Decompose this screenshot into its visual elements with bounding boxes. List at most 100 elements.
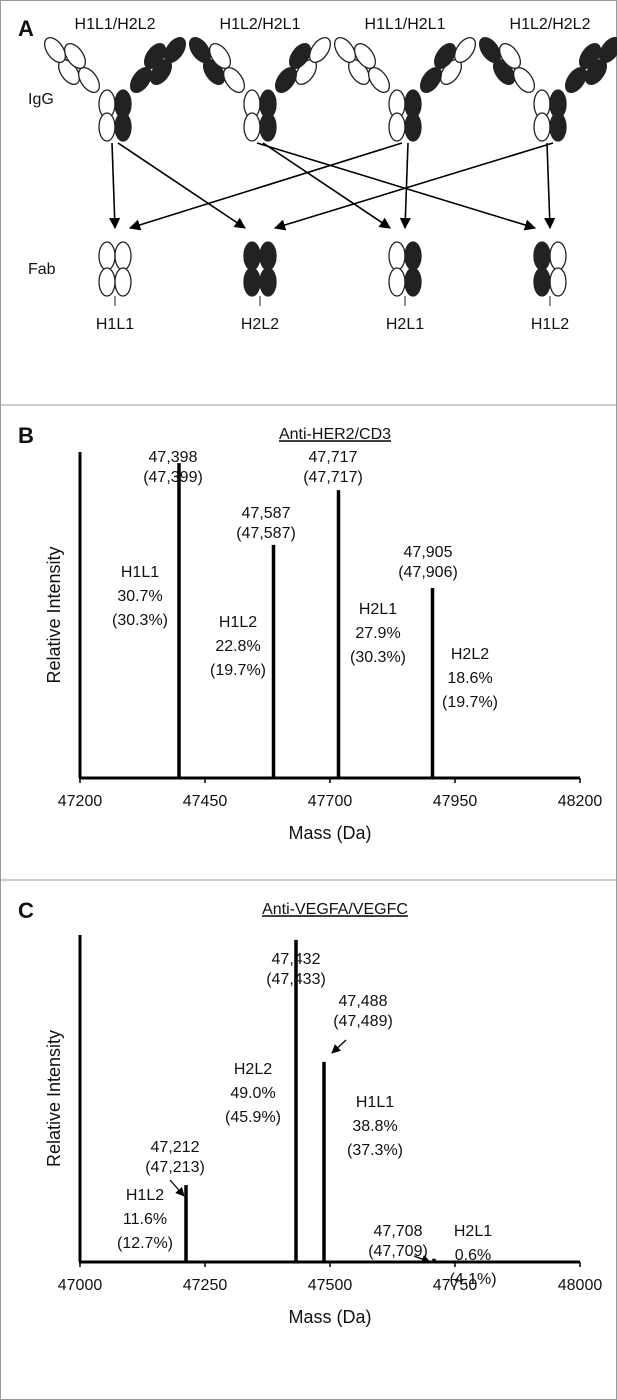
light-chain [243, 241, 261, 271]
peak-observed-pct: 30.7% [117, 588, 162, 605]
heavy-chain [353, 42, 377, 70]
peak-expected-mass: (47,906) [398, 564, 458, 581]
fab-name: H2L2 [241, 316, 279, 333]
heavy-chain [63, 42, 87, 70]
x-tick-label: 48000 [558, 1277, 603, 1294]
panel-label: B [18, 423, 34, 448]
peak-name: H1L2 [219, 614, 257, 631]
light-chain [243, 267, 261, 297]
heavy-chain [243, 112, 261, 142]
peak-expected-mass: (47,587) [236, 525, 296, 542]
x-tick-label: 47200 [58, 793, 103, 810]
heavy-chain [533, 112, 551, 142]
fab-label: Fab [28, 261, 56, 278]
x-tick-label: 47750 [433, 1277, 478, 1294]
fab-name: H1L2 [531, 316, 569, 333]
x-tick-label: 47950 [433, 793, 478, 810]
peak-mass: 47,717 [309, 449, 358, 466]
x-tick-label: 47250 [183, 1277, 228, 1294]
light-chain [453, 36, 477, 64]
igg-name: H1L2/H2L1 [220, 16, 301, 33]
arrow [109, 142, 121, 230]
heavy-chain [404, 241, 422, 271]
annotation-arrow [413, 1254, 431, 1264]
fab-name: H2L1 [386, 316, 424, 333]
heavy-chain [288, 42, 312, 70]
light-chain [533, 267, 551, 297]
fab-name: H1L1 [96, 316, 134, 333]
peak-expected-pct: (30.3%) [350, 649, 406, 666]
peak-expected-mass: (47,489) [333, 1013, 393, 1030]
light-chain [43, 36, 67, 64]
heavy-chain [549, 112, 567, 142]
x-tick-label: 47000 [58, 1277, 103, 1294]
panel-label: A [18, 16, 34, 41]
peak-name: H1L1 [121, 564, 159, 581]
panel-label: C [18, 898, 34, 923]
peak-expected-mass: (47,717) [303, 469, 363, 486]
arrow [262, 142, 391, 229]
peak-mass: 47,905 [404, 544, 453, 561]
igg-name: H1L1/H2L2 [75, 16, 156, 33]
heavy-chain [404, 267, 422, 297]
igg-name: H1L1/H2L1 [365, 16, 446, 33]
light-chain [388, 267, 406, 297]
heavy-chain [114, 267, 132, 297]
x-tick-label: 47450 [183, 793, 228, 810]
annotation-arrow [169, 1179, 185, 1197]
peak-expected-mass: (47,213) [145, 1159, 205, 1176]
peak-mass: 47,708 [374, 1223, 423, 1240]
peak-observed-pct: 27.9% [355, 625, 400, 642]
x-tick-label: 48200 [558, 793, 603, 810]
peak-name: H1L2 [126, 1187, 164, 1204]
peak-expected-mass: (47,399) [143, 469, 203, 486]
peak-name: H2L1 [454, 1223, 492, 1240]
heavy-chain [404, 112, 422, 142]
annotation-arrow [331, 1039, 347, 1054]
peak-mass: 47,488 [339, 993, 388, 1010]
heavy-chain [114, 241, 132, 271]
x-axis-label: Mass (Da) [288, 1307, 371, 1327]
y-axis-label: Relative Intensity [44, 1030, 64, 1167]
arrow [256, 142, 537, 231]
arrow [399, 142, 411, 230]
heavy-chain [549, 241, 567, 271]
light-chain [308, 36, 332, 64]
peak-name: H2L2 [234, 1061, 272, 1078]
heavy-chain [498, 42, 522, 70]
heavy-chain [98, 112, 116, 142]
arrow [273, 142, 554, 231]
peak-expected-pct: (45.9%) [225, 1109, 281, 1126]
heavy-chain [259, 112, 277, 142]
heavy-chain [114, 112, 132, 142]
igg-label: IgG [28, 91, 54, 108]
x-axis-label: Mass (Da) [288, 823, 371, 843]
peak-mass: 47,212 [151, 1139, 200, 1156]
heavy-chain [578, 42, 602, 70]
y-axis-label: Relative Intensity [44, 546, 64, 683]
light-chain [98, 267, 116, 297]
peak-mass: 47,398 [149, 449, 198, 466]
heavy-chain [143, 42, 167, 70]
light-chain [163, 36, 187, 64]
chart-title: Anti-HER2/CD3 [279, 426, 391, 443]
peak-expected-pct: (4.1%) [449, 1271, 496, 1288]
arrow [128, 142, 403, 231]
peak-name: H1L1 [356, 1094, 394, 1111]
peak-observed-pct: 49.0% [230, 1085, 275, 1102]
peak-observed-pct: 18.6% [447, 670, 492, 687]
light-chain [533, 241, 551, 271]
heavy-chain [433, 42, 457, 70]
light-chain [188, 36, 212, 64]
peak-mass: 47,587 [242, 505, 291, 522]
peak-observed-pct: 0.6% [455, 1247, 491, 1264]
chart-title: Anti-VEGFA/VEGFC [262, 901, 408, 918]
light-chain [98, 241, 116, 271]
light-chain [388, 241, 406, 271]
peak-mass: 47,432 [272, 951, 321, 968]
peak-expected-mass: (47,433) [266, 971, 326, 988]
x-tick-label: 47700 [308, 793, 353, 810]
